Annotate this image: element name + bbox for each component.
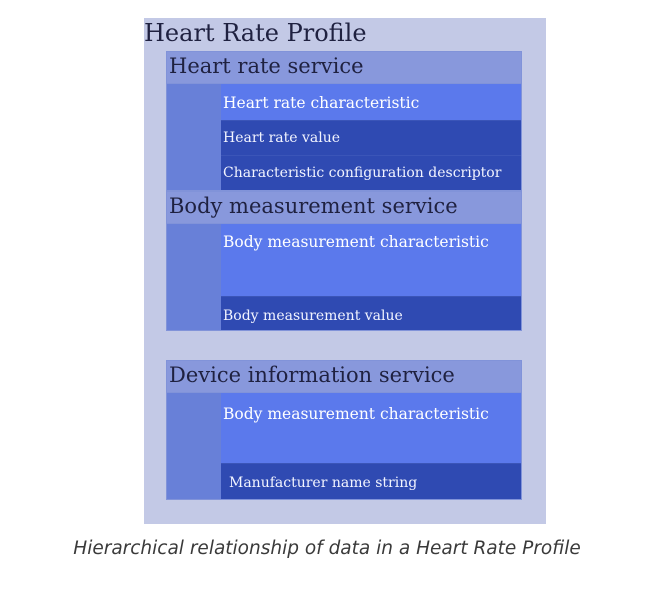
service-header: Body measurement service (167, 192, 521, 224)
characteristic-block: Body measurement characteristic (221, 393, 521, 463)
service-header: Device information service (167, 361, 521, 393)
body-measurement-service: Body measurement service Body measuremen… (166, 191, 522, 331)
characteristic-value: Manufacturer name string (221, 463, 521, 499)
characteristic-title: Body measurement characteristic (223, 233, 489, 251)
figure-caption: Hierarchical relationship of data in a H… (73, 538, 581, 559)
characteristic-title: Heart rate characteristic (223, 94, 420, 112)
device-information-service: Device information service Body measurem… (166, 360, 522, 500)
characteristic-value: Body measurement value (221, 296, 521, 330)
characteristic-value-label: Heart rate value (223, 130, 341, 146)
characteristic-block: Body measurement characteristic (221, 224, 521, 296)
profile-title: Heart Rate Profile (144, 19, 367, 47)
service-header: Heart rate service (167, 52, 521, 84)
characteristic-value-label: Body measurement value (223, 308, 403, 324)
heart-rate-profile-container: Heart Rate Profile Heart rate service He… (144, 18, 546, 524)
characteristic-value-label: Manufacturer name string (229, 475, 418, 491)
service-title: Device information service (169, 363, 455, 387)
characteristic-descriptor: Characteristic configuration descriptor (221, 155, 521, 190)
characteristic-descriptor-label: Characteristic configuration descriptor (223, 165, 502, 181)
service-title: Body measurement service (169, 194, 458, 218)
characteristic-value: Heart rate value (221, 120, 521, 155)
heart-rate-service: Heart rate service Heart rate characteri… (166, 51, 522, 191)
characteristic-block: Heart rate characteristic (221, 84, 521, 120)
service-title: Heart rate service (169, 54, 364, 78)
characteristic-title: Body measurement characteristic (223, 405, 489, 423)
